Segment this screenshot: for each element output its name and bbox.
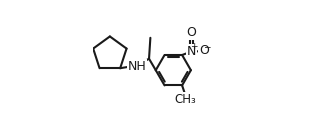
Text: CH₃: CH₃ — [175, 93, 196, 106]
Text: N: N — [187, 45, 196, 58]
Text: −: − — [203, 42, 211, 51]
Text: O: O — [187, 26, 196, 39]
Text: +: + — [190, 42, 198, 51]
Text: O: O — [199, 44, 209, 58]
Text: NH: NH — [127, 60, 146, 73]
